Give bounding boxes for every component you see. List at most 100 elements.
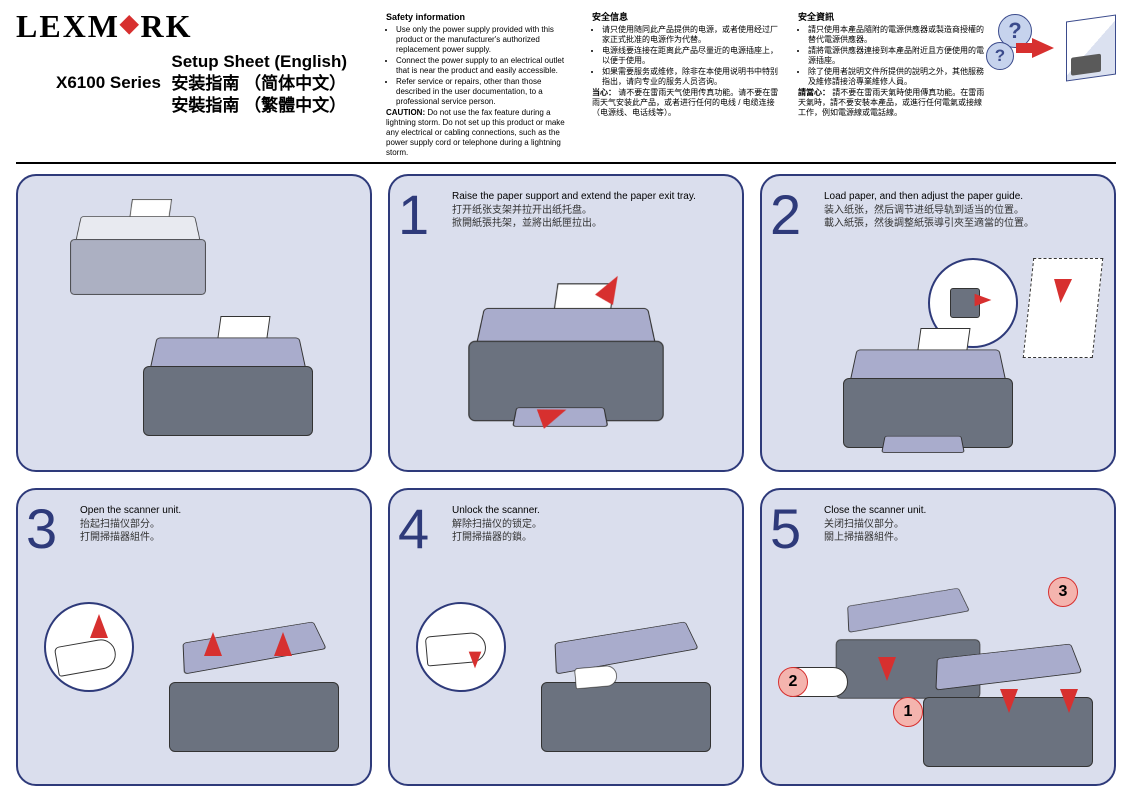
step-cn-s: 抬起扫描仪部分。 xyxy=(80,518,360,532)
safety-bullet: 电源线要连接在距离此产品尽量近的电源插座上，以便于使用。 xyxy=(602,46,780,66)
step-4-illustration xyxy=(390,560,742,784)
printer-icon xyxy=(838,338,1018,448)
safety-heading-en: Safety information xyxy=(386,12,574,23)
logo-block: LEXM◆RK X6100 Series Setup Sheet (Englis… xyxy=(16,8,386,117)
step-2-illustration xyxy=(762,246,1114,470)
safety-bullet: Refer service or repairs, other than tho… xyxy=(396,77,574,107)
step-5-illustration: 1 2 3 xyxy=(762,560,1114,784)
title-lines: Setup Sheet (English) 安装指南 （简体中文） 安裝指南 （… xyxy=(171,51,347,117)
logo-diamond-icon: ◆ xyxy=(120,11,140,37)
printer-icon xyxy=(138,326,318,436)
printer-icon xyxy=(66,207,210,295)
step-text: Load paper, and then adjust the paper gu… xyxy=(824,190,1104,231)
step-cn-s: 解除扫描仪的锁定。 xyxy=(452,518,732,532)
step-number: 5 xyxy=(770,496,797,561)
title-cn-s: 安装指南 （简体中文） xyxy=(171,73,347,95)
brand-logo: LEXM◆RK xyxy=(16,8,386,45)
series-label: X6100 Series xyxy=(56,51,161,93)
panel-step-4: 4 Unlock the scanner. 解除扫描仪的锁定。 打開掃描器的鎖。 xyxy=(388,488,744,786)
panel-step-3: 3 Open the scanner unit. 抬起扫描仪部分。 打開掃描器組… xyxy=(16,488,372,786)
question-icon: ? xyxy=(986,42,1014,70)
detail-circle-icon xyxy=(416,602,506,692)
step-number: 4 xyxy=(398,496,425,561)
printer-icon xyxy=(463,295,670,422)
safety-col-cn-s: 安全信息 请只使用随同此产品提供的电源，或者使用经过厂家正式批准的电源作为代替。… xyxy=(592,12,780,158)
step-cn-s: 打开纸张支架并拉开出纸托盘。 xyxy=(452,204,732,218)
safety-bullet: 请只使用随同此产品提供的电源，或者使用经过厂家正式批准的电源作为代替。 xyxy=(602,25,780,45)
caution-label: CAUTION: xyxy=(386,108,425,117)
step-text: Unlock the scanner. 解除扫描仪的锁定。 打開掃描器的鎖。 xyxy=(452,504,732,545)
step-number: 3 xyxy=(26,496,53,561)
step-en: Close the scanner unit. xyxy=(824,504,1104,518)
caution-text: 请不要在雷雨天气使用传真功能。请不要在雷雨天气安装此产品，或者进行任何的电线 /… xyxy=(592,88,778,117)
step-text: Close the scanner unit. 关闭扫描仪部分。 關上掃描器組件… xyxy=(824,504,1104,545)
step-en: Load paper, and then adjust the paper gu… xyxy=(824,190,1104,204)
arrow-icon xyxy=(975,294,992,307)
safety-col-en: Safety information Use only the power su… xyxy=(386,12,574,158)
arrow-icon xyxy=(1032,38,1054,58)
arrow-icon xyxy=(469,652,482,669)
safety-caution-cn-s: 当心： 请不要在雷雨天气使用传真功能。请不要在雷雨天气安装此产品，或者进行任何的… xyxy=(592,88,780,118)
arrow-icon xyxy=(1060,689,1078,713)
arrow-icon xyxy=(90,614,108,638)
step-cn-s: 关闭扫描仪部分。 xyxy=(824,518,1104,532)
safety-heading-cn-s: 安全信息 xyxy=(592,12,780,23)
safety-bullet: 如果需要服务或维修，除非在本使用说明书中特别指出，请向专业的服务人员咨询。 xyxy=(602,67,780,87)
safety-list-en: Use only the power supply provided with … xyxy=(386,25,574,107)
safety-list-cn-t: 請只使用本產品隨附的電源供應器或製造商授權的替代電源供應器。 請將電源供應器連接… xyxy=(798,25,986,87)
step-1-illustration xyxy=(390,246,742,470)
step-en: Raise the paper support and extend the p… xyxy=(452,190,732,204)
safety-heading-cn-t: 安全資訊 xyxy=(798,12,986,23)
booklet-icon xyxy=(1066,14,1116,81)
divider xyxy=(16,162,1116,164)
arrow-icon xyxy=(274,632,292,656)
step-cn-s: 装入纸张，然后调节进纸导轨到适当的位置。 xyxy=(824,204,1104,218)
logo-pre: LEXM xyxy=(16,8,120,44)
step-cn-t: 打開掃描器組件。 xyxy=(80,531,360,545)
arrow-icon xyxy=(1000,689,1018,713)
logo-post: RK xyxy=(140,8,192,44)
step-cn-t: 關上掃描器組件。 xyxy=(824,531,1104,545)
title-en: Setup Sheet (English) xyxy=(171,51,347,73)
step-cn-t: 載入紙張，然後調整紙張導引夾至適當的位置。 xyxy=(824,217,1104,231)
step-en: Unlock the scanner. xyxy=(452,504,732,518)
panel-intro xyxy=(16,174,372,472)
help-graphic: ? ? xyxy=(986,8,1116,88)
panel-grid: 1 Raise the paper support and extend the… xyxy=(0,174,1132,802)
step-number: 1 xyxy=(398,182,425,247)
safety-bullet: Connect the power supply to an electrica… xyxy=(396,56,574,76)
detail-circle-icon xyxy=(44,602,134,692)
step-en: Open the scanner unit. xyxy=(80,504,360,518)
safety-bullet: 除了使用者說明文件所提供的說明之外，其他服務及維修請接洽專業維修人員。 xyxy=(808,67,986,87)
safety-columns: Safety information Use only the power su… xyxy=(386,8,986,158)
safety-caution-en: CAUTION: Do not use the fax feature duri… xyxy=(386,108,574,158)
arrow-icon xyxy=(204,632,222,656)
printer-icon xyxy=(164,642,344,752)
arrow-icon xyxy=(878,657,896,681)
caution-label: 請當心： xyxy=(798,88,830,97)
step-number: 2 xyxy=(770,182,797,247)
printer-icon xyxy=(536,642,716,752)
panel-intro-illustration xyxy=(18,186,370,470)
caution-label: 当心： xyxy=(592,88,616,97)
safety-bullet: 請將電源供應器連接到本產品附近且方便使用的電源插座。 xyxy=(808,46,986,66)
hand-icon xyxy=(54,637,118,677)
step-cn-t: 掀開紙張扥架，並將出紙匣拉出。 xyxy=(452,217,732,231)
panel-step-2: 2 Load paper, and then adjust the paper … xyxy=(760,174,1116,472)
safety-list-cn-s: 请只使用随同此产品提供的电源，或者使用经过厂家正式批准的电源作为代替。 电源线要… xyxy=(592,25,780,87)
safety-bullet: Use only the power supply provided with … xyxy=(396,25,574,55)
badge-3: 3 xyxy=(1048,577,1078,607)
panel-step-1: 1 Raise the paper support and extend the… xyxy=(388,174,744,472)
safety-col-cn-t: 安全資訊 請只使用本產品隨附的電源供應器或製造商授權的替代電源供應器。 請將電源… xyxy=(798,12,986,158)
title-cn-t: 安裝指南 （繁體中文） xyxy=(171,95,347,117)
paper-icon xyxy=(1023,258,1104,358)
header: LEXM◆RK X6100 Series Setup Sheet (Englis… xyxy=(0,0,1132,158)
safety-bullet: 請只使用本產品隨附的電源供應器或製造商授權的替代電源供應器。 xyxy=(808,25,986,45)
safety-caution-cn-t: 請當心： 請不要在雷雨天氣時使用傳真功能。在雷雨天氣時，請不要安裝本產品，或進行… xyxy=(798,88,986,118)
panel-step-5: 5 Close the scanner unit. 关闭扫描仪部分。 關上掃描器… xyxy=(760,488,1116,786)
step-text: Open the scanner unit. 抬起扫描仪部分。 打開掃描器組件。 xyxy=(80,504,360,545)
step-cn-t: 打開掃描器的鎖。 xyxy=(452,531,732,545)
titles: X6100 Series Setup Sheet (English) 安装指南 … xyxy=(56,51,386,117)
arrow-icon xyxy=(1052,279,1073,303)
step-3-illustration xyxy=(18,560,370,784)
